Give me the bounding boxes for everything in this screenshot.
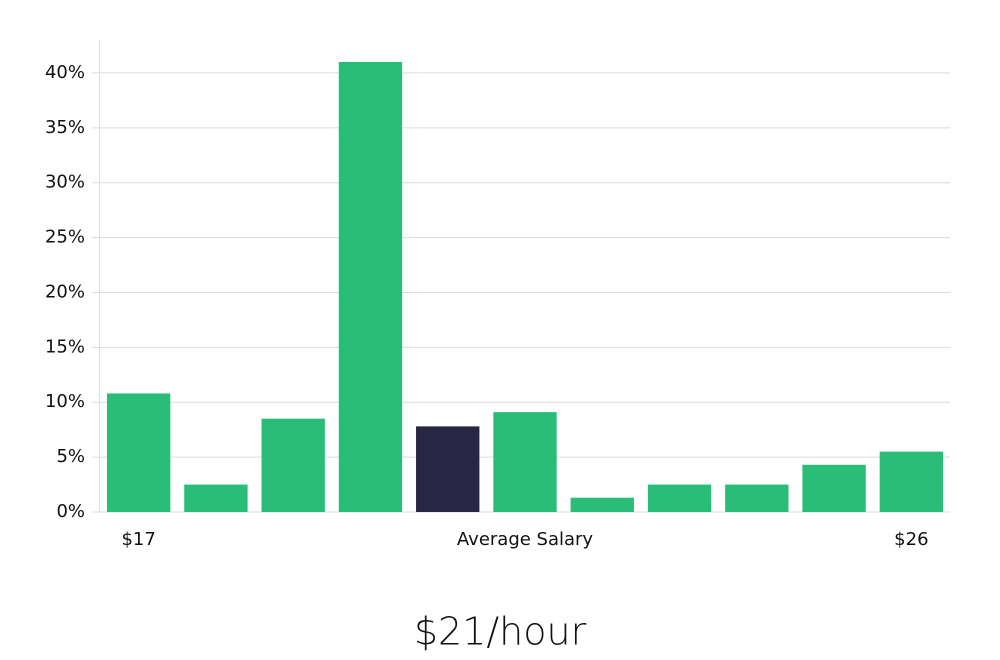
y-tick-label: 35% [45, 117, 85, 138]
x-tick-label: Average Salary [457, 529, 594, 550]
bar [493, 412, 557, 512]
bar [106, 393, 171, 512]
y-tick-label: 25% [45, 227, 85, 248]
y-tick-label: 5% [56, 446, 85, 467]
bar [261, 418, 325, 512]
x-tick-label: $17 [121, 529, 155, 550]
bar [338, 61, 403, 512]
y-tick-label: 15% [45, 336, 85, 357]
y-tick-label: 40% [45, 62, 85, 83]
bar [570, 497, 634, 512]
bar [725, 484, 789, 512]
y-tick-label: 20% [45, 281, 85, 302]
x-tick-label: $26 [894, 529, 928, 550]
salary-annotation: $21/hour [414, 610, 587, 654]
y-tick-label: 0% [56, 501, 85, 522]
bar [647, 484, 712, 512]
y-tick-label: 10% [45, 391, 85, 412]
y-tick-label: 30% [45, 172, 85, 193]
bar [184, 484, 248, 512]
bar [416, 426, 480, 512]
bar [802, 464, 866, 512]
bar [879, 451, 944, 512]
